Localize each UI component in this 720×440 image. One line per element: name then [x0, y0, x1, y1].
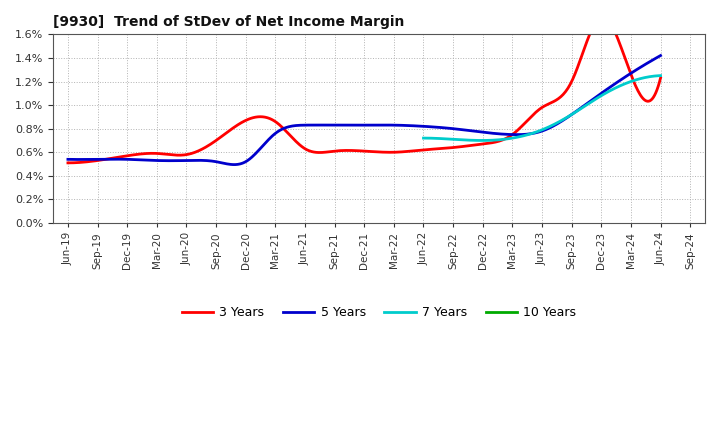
5 Years: [346, 122, 355, 128]
7 Years: [614, 84, 623, 89]
7 Years: [548, 123, 557, 128]
Line: 7 Years: 7 Years: [423, 76, 660, 140]
5 Years: [551, 123, 559, 128]
7 Years: [651, 73, 660, 79]
3 Years: [345, 148, 354, 153]
7 Years: [477, 138, 486, 143]
5 Years: [385, 122, 394, 128]
3 Years: [384, 150, 393, 155]
Text: [9930]  Trend of StDev of Net Income Margin: [9930] Trend of StDev of Net Income Marg…: [53, 15, 405, 29]
3 Years: [348, 148, 357, 153]
7 Years: [419, 136, 428, 141]
3 Years: [598, 14, 607, 19]
5 Years: [350, 122, 359, 128]
Line: 3 Years: 3 Years: [68, 16, 660, 163]
Line: 5 Years: 5 Years: [68, 55, 660, 165]
5 Years: [643, 60, 652, 66]
3 Years: [643, 99, 652, 104]
7 Years: [656, 73, 665, 78]
5 Years: [656, 53, 665, 58]
7 Years: [534, 129, 542, 134]
5 Years: [63, 157, 72, 162]
3 Years: [656, 75, 665, 81]
7 Years: [532, 129, 541, 135]
5 Years: [230, 162, 238, 167]
3 Years: [63, 160, 72, 165]
Legend: 3 Years, 5 Years, 7 Years, 10 Years: 3 Years, 5 Years, 7 Years, 10 Years: [177, 301, 581, 324]
5 Years: [418, 124, 426, 129]
3 Years: [416, 147, 425, 153]
3 Years: [549, 99, 558, 104]
7 Years: [561, 116, 570, 121]
